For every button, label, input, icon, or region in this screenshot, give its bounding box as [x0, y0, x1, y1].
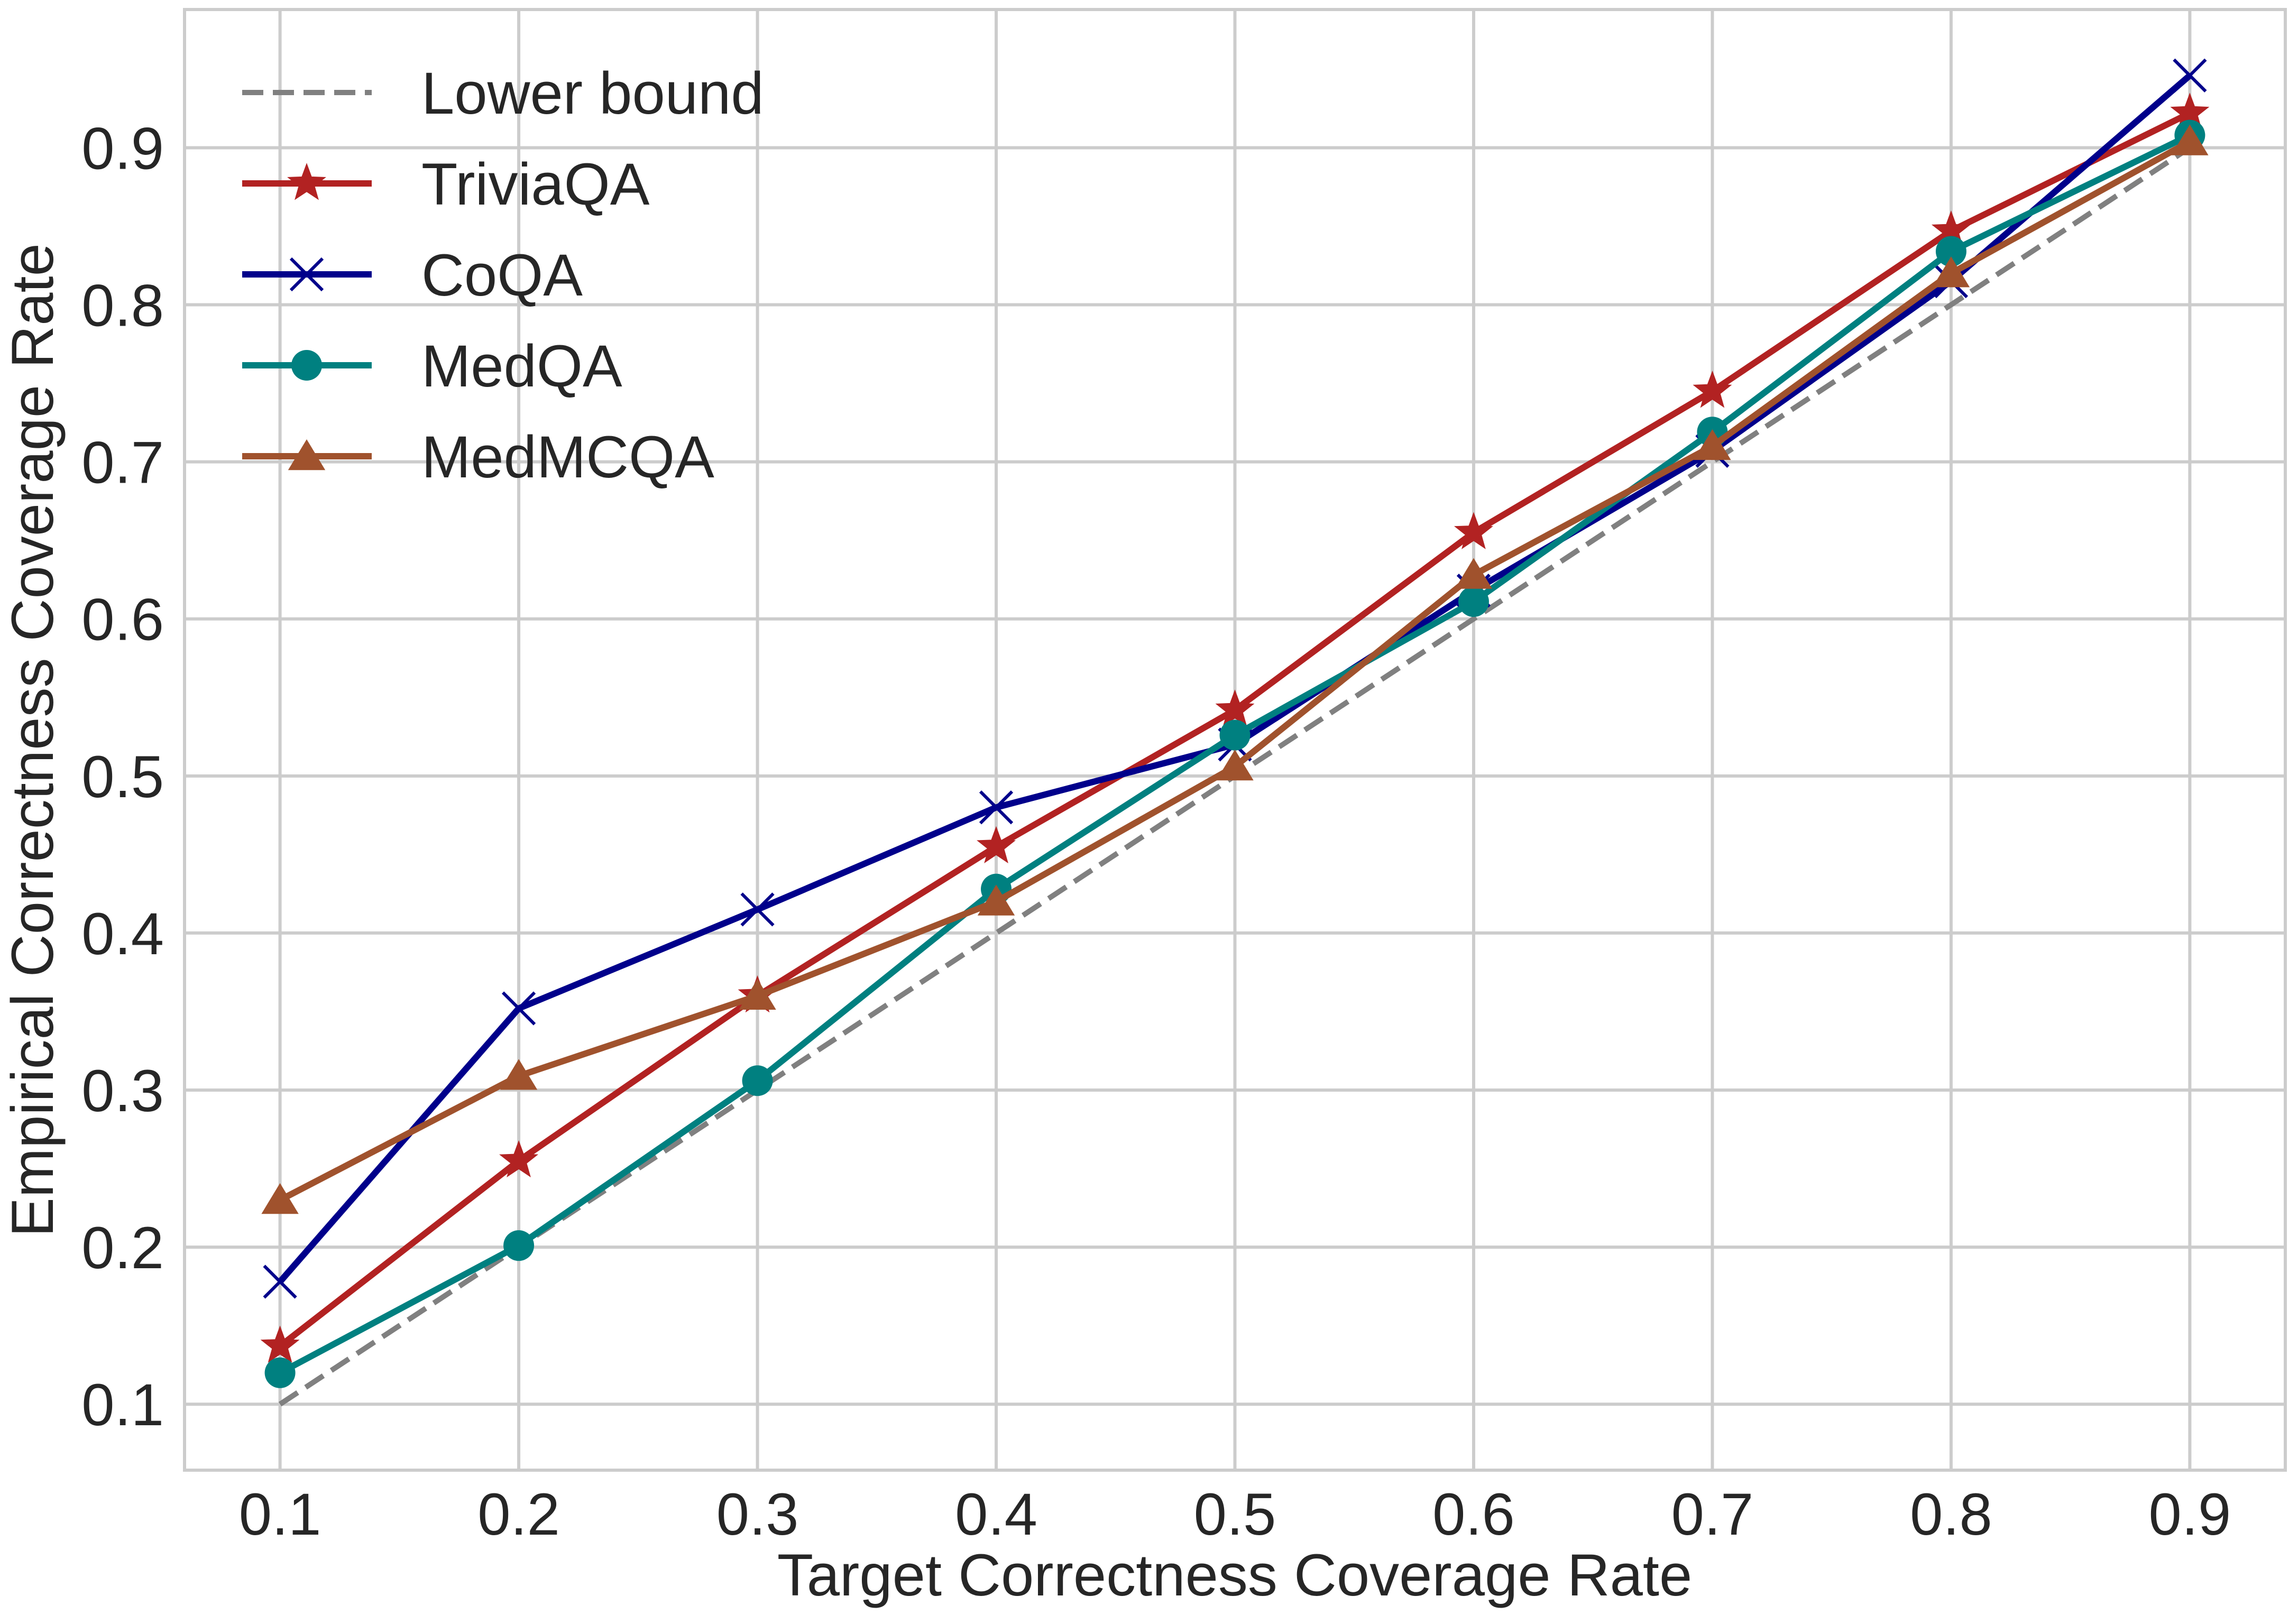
marker-stroke [289, 257, 324, 292]
data-point-coqa [740, 892, 775, 927]
x-tick-label: 0.2 [477, 1481, 560, 1547]
x-tick-label: 0.8 [1910, 1481, 1992, 1547]
legend-label: CoQA [421, 242, 583, 308]
data-point-medmcqa [977, 884, 1015, 916]
data-point-medmcqa [1694, 429, 1731, 460]
data-point-medmcqa [500, 1059, 538, 1090]
data-point-coqa [979, 790, 1014, 825]
y-tick-label: 0.7 [81, 430, 164, 496]
y-tick-label: 0.4 [81, 901, 164, 967]
legend-item-medqa: MedQA [242, 333, 622, 399]
legend-label: MedQA [421, 333, 622, 399]
data-point-medmcqa [1455, 558, 1493, 589]
data-point-triviaqa [1215, 689, 1255, 727]
legend-label: MedMCQA [421, 424, 714, 490]
data-point-coqa [501, 991, 536, 1026]
data-point-medmcqa [261, 1183, 299, 1214]
data-point-medmcqa [2171, 124, 2209, 155]
legend-label: TriviaQA [421, 151, 650, 217]
y-tick-label: 0.1 [81, 1372, 164, 1438]
legend-item-coqa: CoQA [242, 242, 583, 308]
x-tick-label: 0.5 [1194, 1481, 1276, 1547]
legend-item-lower-bound: Lower bound [242, 60, 764, 126]
data-point-medqa [1458, 586, 1489, 617]
marker-stroke [740, 892, 775, 927]
data-point-medqa [1219, 719, 1251, 751]
data-point-medqa [1935, 236, 1966, 267]
data-point-medqa [503, 1230, 535, 1261]
data-point-triviaqa [1454, 512, 1493, 549]
legend-marker [288, 439, 326, 470]
legend-marker [289, 257, 324, 292]
y-tick-label: 0.9 [81, 115, 164, 181]
x-tick-label: 0.3 [716, 1481, 799, 1547]
legend-item-medmcqa: MedMCQA [242, 424, 714, 490]
x-tick-label: 0.4 [955, 1481, 1037, 1547]
legend-marker [287, 163, 326, 200]
x-axis-label: Target Correctness Coverage Rate [777, 1542, 1693, 1608]
data-point-medmcqa [739, 979, 776, 1010]
series-medmcqa [261, 124, 2209, 1214]
marker-stroke [979, 790, 1014, 825]
data-point-coqa [263, 1265, 297, 1299]
legend-marker [291, 350, 322, 381]
y-tick-label: 0.3 [81, 1058, 164, 1124]
x-tick-label: 0.7 [1671, 1481, 1754, 1547]
legend-item-triviaqa: TriviaQA [242, 151, 650, 217]
data-point-triviaqa [499, 1140, 539, 1178]
data-point-triviaqa [1693, 371, 1732, 408]
legend: Lower bound TriviaQA CoQA MedQA MedMCQA [242, 60, 764, 490]
data-point-medqa [264, 1357, 296, 1388]
series-group [260, 58, 2210, 1407]
y-tick-label: 0.5 [81, 744, 164, 810]
marker-stroke [263, 1265, 297, 1299]
data-point-medqa [742, 1065, 773, 1096]
marker-stroke [2173, 58, 2207, 93]
data-point-triviaqa [260, 1325, 300, 1363]
y-tick-label: 0.2 [81, 1215, 164, 1281]
plot-frame [183, 8, 2287, 1472]
legend-label: Lower bound [421, 60, 764, 126]
y-axis-label: Empirical Correctness Coverage Rate [0, 243, 66, 1237]
data-point-coqa [2173, 58, 2207, 93]
x-tick-label: 0.1 [239, 1481, 321, 1547]
marker-stroke [501, 991, 536, 1026]
x-tick-label: 0.9 [2149, 1481, 2231, 1547]
x-tick-label: 0.6 [1432, 1481, 1515, 1547]
data-point-medmcqa [1216, 750, 1254, 781]
series-medqa [264, 119, 2205, 1388]
data-point-medmcqa [1932, 256, 1970, 288]
data-point-triviaqa [977, 826, 1016, 864]
tick-labels: 0.1 0.2 0.3 0.4 0.5 0.6 0.7 0.8 0.9 0.1 0.2 0.3 0.4 0… [81, 115, 2231, 1547]
y-tick-label: 0.8 [81, 273, 164, 339]
y-tick-label: 0.6 [81, 587, 164, 653]
